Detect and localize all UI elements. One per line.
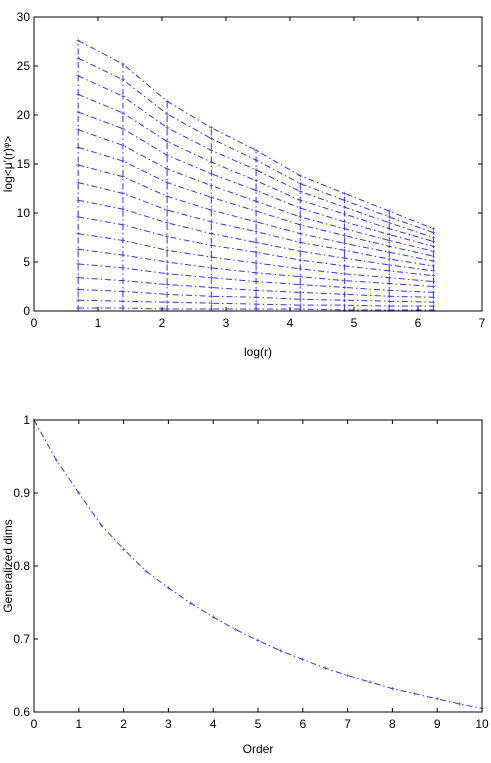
- bottom-chart-data-point: [54, 458, 59, 462]
- top-chart-y-tick-label: 0: [23, 304, 30, 318]
- bottom-chart-data-point: [256, 638, 260, 643]
- bottom-chart-data-point: [144, 569, 148, 573]
- bottom-chart-axes-box: [33, 419, 483, 713]
- bottom-chart-data-point: [233, 627, 238, 632]
- bottom-chart-series-group: [32, 418, 484, 711]
- top-chart-data-point: [121, 207, 125, 211]
- top-chart-series-line: [77, 111, 434, 247]
- top-chart-series-line: [78, 199, 434, 272]
- top-chart-data-point: [298, 274, 303, 279]
- top-chart-y-tick-label: 10: [17, 206, 31, 220]
- bottom-chart-data-point: [211, 615, 215, 619]
- top-chart-data-point: [165, 139, 169, 144]
- bottom-chart-x-tick-label: 5: [255, 717, 262, 731]
- bottom-chart-y-axis-label: Generalized dims: [1, 519, 15, 612]
- bottom-chart-y-tick-label: 0.9: [13, 486, 30, 500]
- top-chart-y-tick-label: 20: [17, 108, 31, 122]
- top-chart-x-tick-label: 6: [415, 316, 422, 330]
- top-chart-x-tick-label: 7: [479, 316, 486, 330]
- top-chart-data-point: [121, 94, 125, 99]
- top-chart-x-tick-label: 4: [287, 316, 294, 330]
- bottom-chart-y-tick-label: 0.8: [13, 559, 30, 573]
- top-chart-data-point: [209, 125, 214, 130]
- top-chart-series-group: [76, 38, 436, 312]
- bottom-chart-data-point: [390, 686, 395, 691]
- bottom-chart-data-point: [368, 680, 372, 684]
- bottom-chart-x-tick-label: 2: [120, 717, 127, 731]
- bottom-chart-data-point: [413, 691, 417, 696]
- top-chart-y-tick-label: 25: [17, 59, 31, 73]
- bottom-chart-x-tick-label: 10: [475, 717, 489, 731]
- bottom-chart-x-tick-label: 3: [165, 717, 172, 731]
- bottom-chart-x-tick-label: 8: [389, 717, 396, 731]
- bottom-chart-data-point: [189, 601, 193, 606]
- top-chart-data-point: [165, 99, 169, 104]
- bottom-chart-y-tick-label: 0.6: [13, 705, 30, 719]
- top-chart-x-tick-label: 3: [223, 316, 230, 330]
- bottom-chart-x-axis-label: Order: [243, 742, 274, 756]
- top-chart-data-point: [165, 153, 169, 157]
- bottom-chart-data-point: [301, 657, 305, 662]
- bottom-chart-data-point: [121, 547, 126, 552]
- bottom-chart-data-point: [435, 697, 439, 701]
- top-chart-x-tick-label: 2: [159, 316, 166, 330]
- bottom-chart-x-tick-label: 9: [434, 717, 441, 731]
- top-chart: 0 1 2 3 4 5 6 7 0 5 10 15 20 25 30 log(r) log<μ'(r)ᵠ>: [1, 10, 486, 359]
- top-chart-x-tick-label: 0: [31, 316, 38, 330]
- bottom-chart-data-point: [166, 586, 171, 590]
- top-chart-series-line: [78, 216, 434, 277]
- bottom-chart: 0 1 2 3 4 5 6 7 8 9 10 0.6 0.7 0.8 0.9 1 Order Generali…: [1, 413, 489, 756]
- bottom-chart-x-tick-label: 4: [210, 717, 217, 731]
- bottom-chart-ticks: 0 1 2 3 4 5 6 7 8 9 10 0.6 0.7 0.8 0.9 1: [13, 413, 489, 731]
- bottom-chart-y-tick-label: 1: [23, 413, 30, 427]
- bottom-chart-data-point: [345, 673, 350, 678]
- top-chart-data-point: [254, 148, 258, 153]
- top-chart-series-line: [77, 75, 434, 238]
- top-chart-data-point: [76, 247, 80, 252]
- top-chart-x-axis-label: log(r): [244, 345, 272, 359]
- bottom-chart-data-point: [99, 523, 103, 527]
- top-chart-x-tick-label: 1: [95, 316, 102, 330]
- top-chart-data-point: [254, 229, 258, 234]
- bottom-chart-data-point: [323, 666, 327, 670]
- top-chart-ticks: 0 1 2 3 4 5 6 7 0 5 10 15 20 25 30: [17, 10, 486, 330]
- top-chart-data-point: [254, 261, 258, 265]
- bottom-chart-x-tick-label: 1: [75, 717, 82, 731]
- top-chart-data-point: [165, 125, 169, 130]
- bottom-chart-data-point: [278, 648, 283, 653]
- bottom-chart-x-tick-label: 0: [31, 717, 38, 731]
- bottom-chart-data-point: [457, 702, 462, 706]
- bottom-chart-y-tick-label: 0.7: [13, 632, 30, 646]
- top-chart-y-tick-label: 30: [17, 10, 31, 24]
- bottom-chart-x-tick-label: 6: [299, 717, 306, 731]
- top-chart-y-tick-label: 5: [23, 255, 30, 269]
- bottom-chart-series-line: [33, 419, 483, 709]
- bottom-chart-data-point: [77, 491, 81, 495]
- top-chart-y-tick-label: 15: [17, 157, 31, 171]
- top-chart-axes-box: [33, 16, 483, 312]
- top-chart-data-point: [209, 148, 214, 153]
- top-chart-series-line: [77, 40, 434, 230]
- top-chart-y-axis-label: log<μ'(r)ᵠ>: [1, 136, 15, 193]
- top-chart-x-tick-label: 5: [351, 316, 358, 330]
- top-chart-data-point: [298, 297, 303, 302]
- top-chart-series-line: [77, 93, 434, 242]
- bottom-chart-x-tick-label: 7: [344, 717, 351, 731]
